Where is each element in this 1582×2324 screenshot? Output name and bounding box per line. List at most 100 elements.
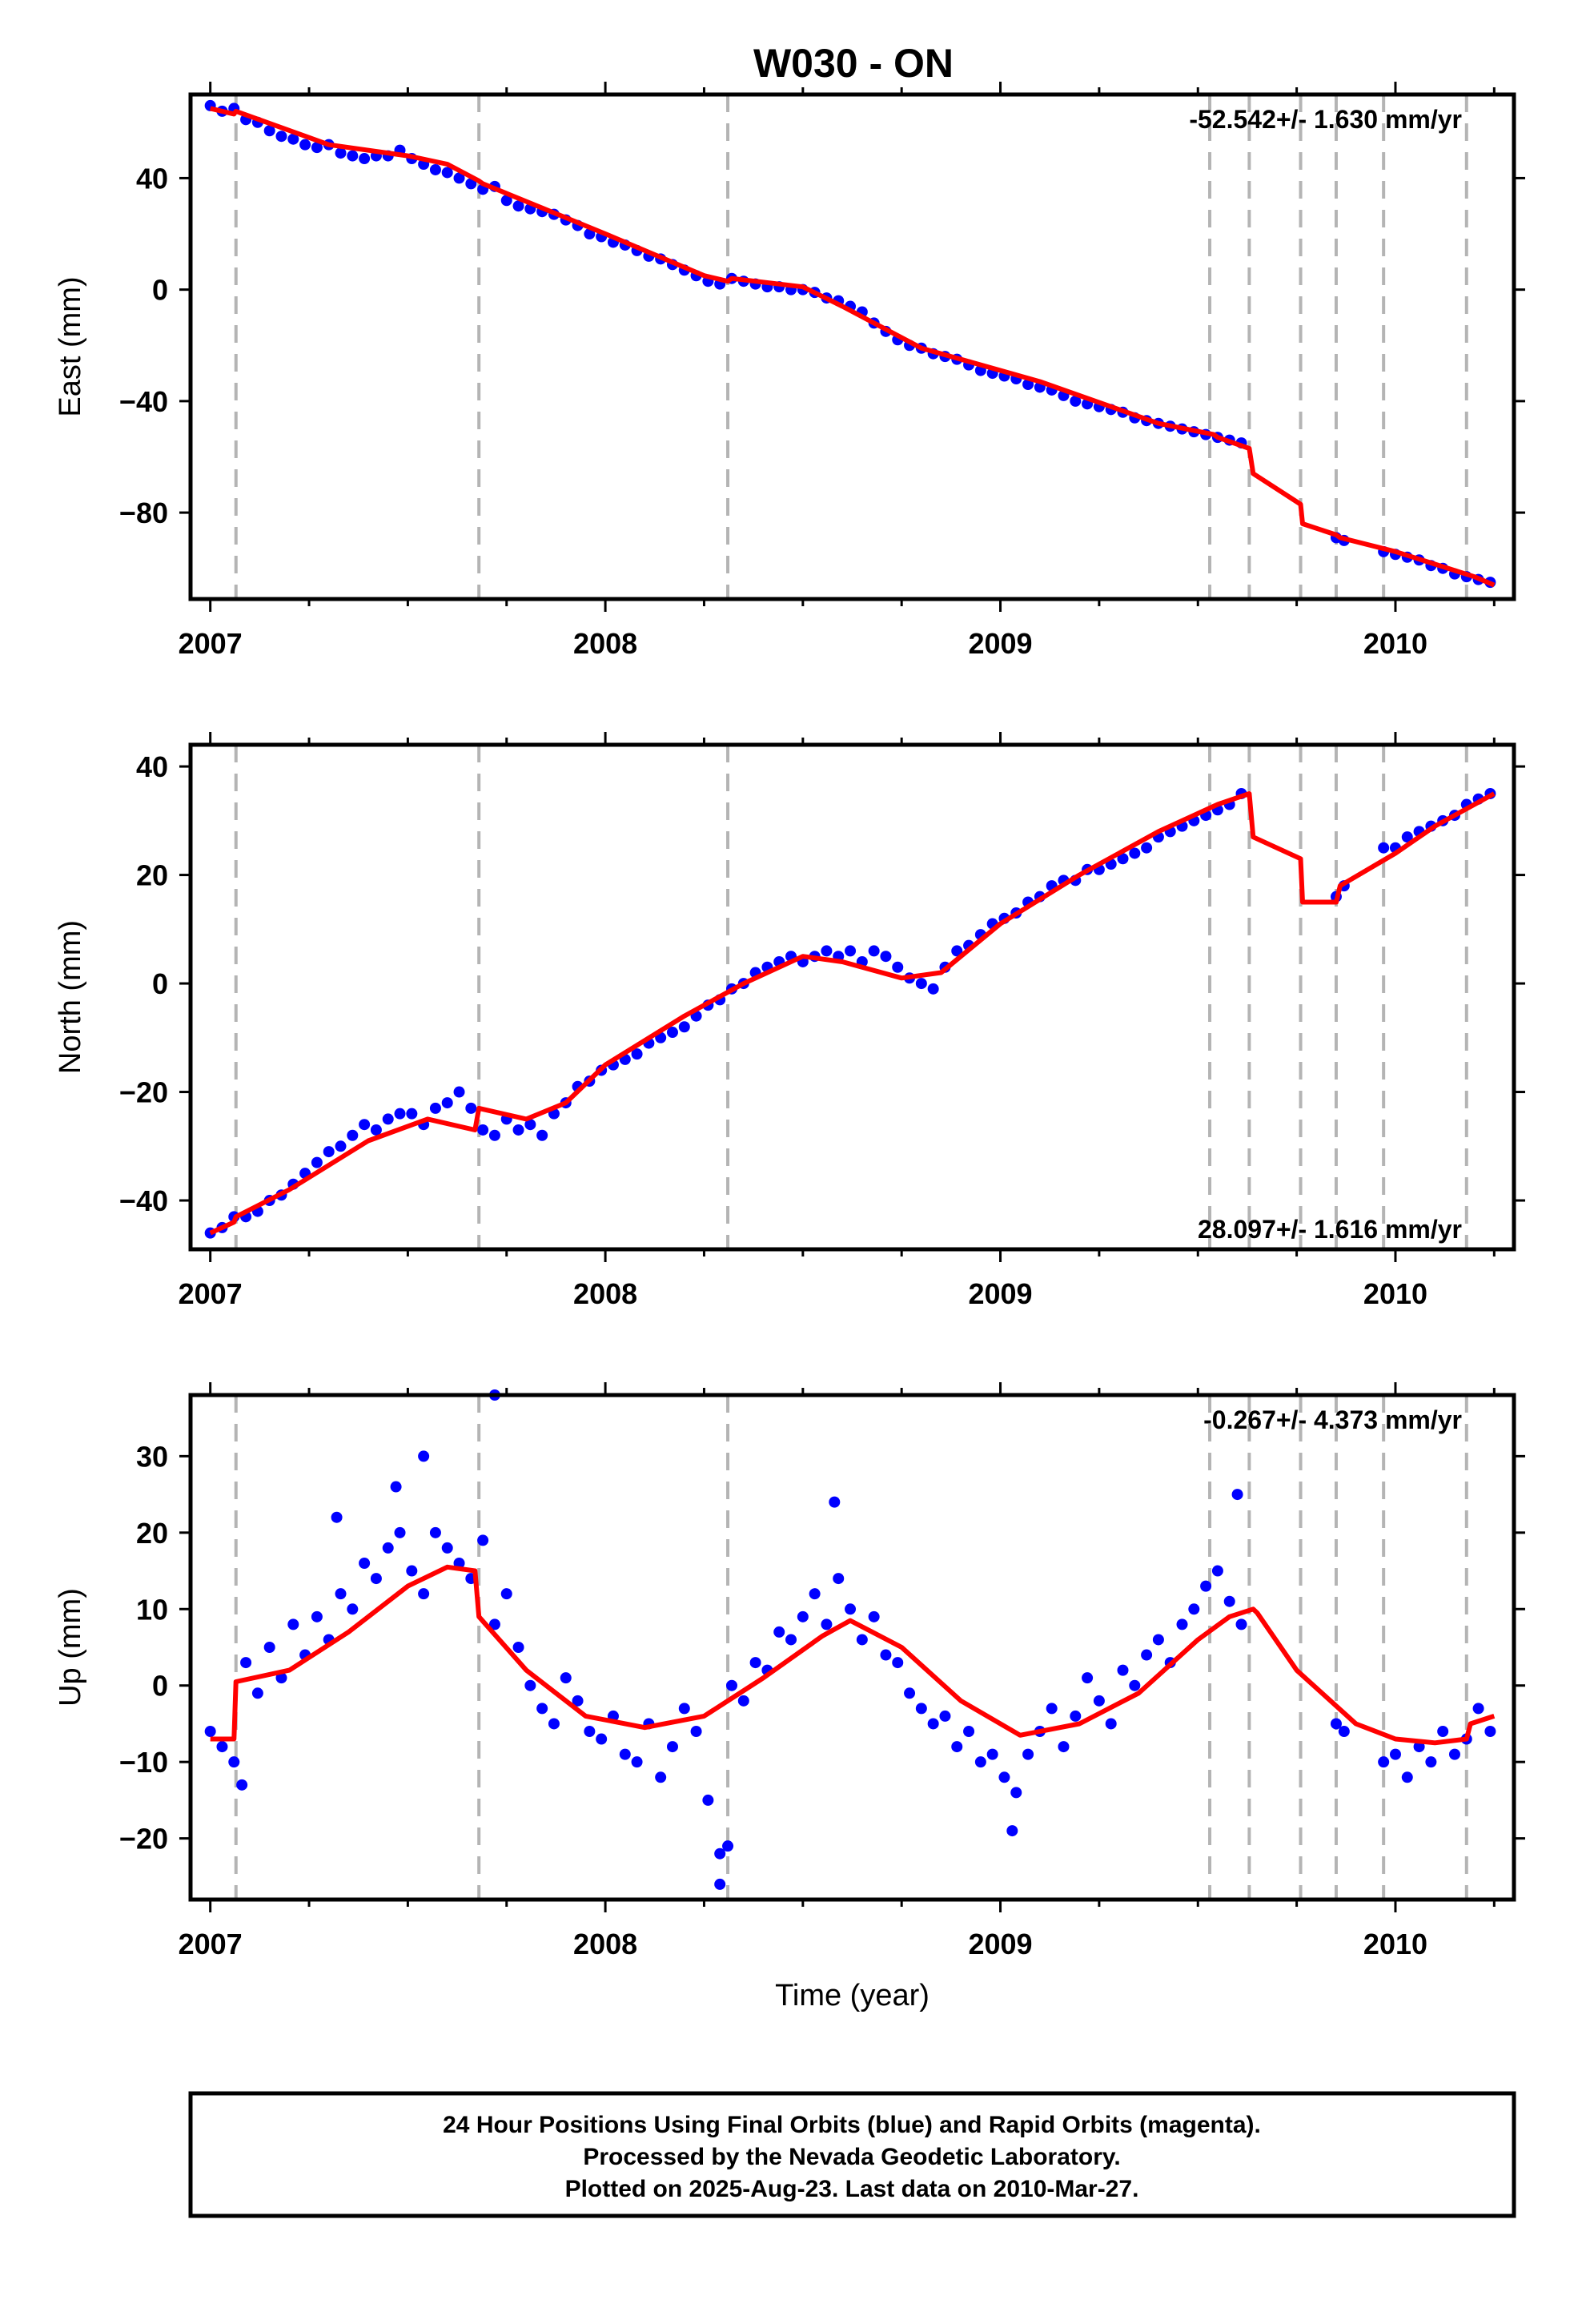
observation-point — [1117, 1664, 1129, 1676]
rate-label: -0.267+/- 4.373 mm/yr — [1203, 1405, 1462, 1434]
x-tick-label: 2008 — [573, 627, 637, 660]
observation-point — [263, 1642, 275, 1653]
observation-point — [833, 1573, 845, 1585]
observation-point — [868, 945, 880, 957]
observation-point — [359, 1558, 371, 1569]
observation-point — [429, 1102, 441, 1114]
observation-point — [275, 1672, 287, 1684]
observation-point — [880, 1649, 892, 1661]
observation-point — [596, 1733, 608, 1745]
observation-point — [829, 1496, 841, 1508]
observation-point — [287, 1618, 299, 1630]
x-tick-label: 2009 — [968, 627, 1032, 660]
plot-frame — [188, 92, 1516, 601]
observation-point — [500, 1588, 512, 1600]
observation-point — [1401, 831, 1413, 843]
observation-point — [1188, 1603, 1200, 1615]
model-line — [210, 1564, 1496, 1746]
observation-point — [927, 1718, 939, 1730]
observation-point — [418, 1450, 430, 1462]
observation-point — [666, 1027, 678, 1039]
observation-point — [1176, 1618, 1188, 1630]
event-lines — [234, 745, 1468, 1249]
observation-point — [1472, 1703, 1484, 1715]
rate-label: -52.542+/- 1.630 mm/yr — [1189, 105, 1462, 134]
y-tick-label: −40 — [119, 1184, 168, 1217]
x-axis-label: Time (year) — [775, 1979, 930, 2012]
observation-point — [939, 1710, 951, 1722]
plot-frame — [188, 742, 1516, 1252]
observation-point — [1389, 1748, 1401, 1760]
y-tick-label: 0 — [152, 1670, 168, 1703]
observation-point — [631, 1756, 643, 1768]
observation-point — [536, 1129, 548, 1141]
observation-point — [311, 142, 323, 154]
observation-point — [1338, 1726, 1350, 1737]
observation-point — [1223, 1595, 1235, 1607]
observation-point — [536, 1703, 548, 1715]
observation-point — [666, 1741, 678, 1753]
observation-point — [951, 1741, 963, 1753]
observation-point — [749, 1657, 761, 1669]
observation-point — [1448, 1748, 1460, 1760]
observation-point — [1093, 1695, 1105, 1707]
observation-point — [311, 1156, 323, 1168]
observation-point — [1378, 1756, 1390, 1768]
observation-point — [335, 147, 347, 159]
observation-point — [323, 1146, 335, 1158]
observation-point — [1200, 1580, 1212, 1592]
observation-point — [394, 1526, 406, 1538]
footer-line-2: Processed by the Nevada Geodetic Laborat… — [583, 2144, 1120, 2170]
observation-point — [572, 1695, 584, 1707]
observation-point — [512, 1124, 524, 1136]
observation-point — [797, 1610, 809, 1622]
observation-point — [892, 1657, 904, 1669]
observation-point — [347, 150, 359, 162]
observation-point — [1141, 842, 1153, 854]
observation-point — [287, 133, 299, 145]
x-tick-label: 2010 — [1363, 1277, 1427, 1310]
observation-point — [548, 1718, 560, 1730]
observation-point — [477, 1534, 489, 1546]
footer-line-3: Plotted on 2025-Aug-23. Last data on 201… — [565, 2176, 1139, 2202]
observation-point — [370, 1124, 382, 1136]
observation-point — [441, 1542, 453, 1554]
observation-point — [1425, 1756, 1437, 1768]
observation-point — [714, 1878, 726, 1890]
y-tick-label: −20 — [119, 1076, 168, 1109]
observation-point — [974, 1756, 986, 1768]
observation-point — [1152, 1634, 1164, 1646]
observation-point — [631, 1048, 643, 1060]
x-tick-label: 2009 — [968, 1277, 1032, 1310]
observation-point — [331, 1511, 343, 1523]
observation-point — [1231, 1489, 1243, 1501]
observation-point — [335, 1588, 347, 1600]
observation-point — [773, 1626, 785, 1638]
observation-point — [1117, 853, 1129, 865]
observation-point — [904, 1687, 916, 1699]
observation-point — [347, 1129, 359, 1141]
observation-point — [1058, 1741, 1070, 1753]
model-line — [209, 791, 1496, 1236]
observation-point — [275, 131, 287, 143]
y-tick-label: 0 — [152, 967, 168, 1000]
observation-point — [465, 1102, 477, 1114]
observation-point — [370, 1573, 382, 1585]
observation-point — [204, 1726, 216, 1737]
observation-point — [1082, 1672, 1094, 1684]
observation-point — [892, 961, 904, 973]
observation-point — [1022, 1748, 1034, 1760]
observation-point — [453, 172, 465, 184]
observation-point — [678, 1021, 690, 1033]
observation-point — [441, 167, 453, 179]
observation-point — [512, 200, 524, 212]
observation-point — [512, 1642, 524, 1653]
observation-point — [359, 153, 371, 165]
observation-point — [251, 1687, 263, 1699]
observation-point — [963, 1726, 975, 1737]
observation-point — [240, 1657, 252, 1669]
x-tick-labels: 2007 2008 2009 2010 — [179, 1277, 1427, 1310]
observation-point — [998, 1771, 1010, 1783]
observation-point — [702, 1794, 714, 1806]
